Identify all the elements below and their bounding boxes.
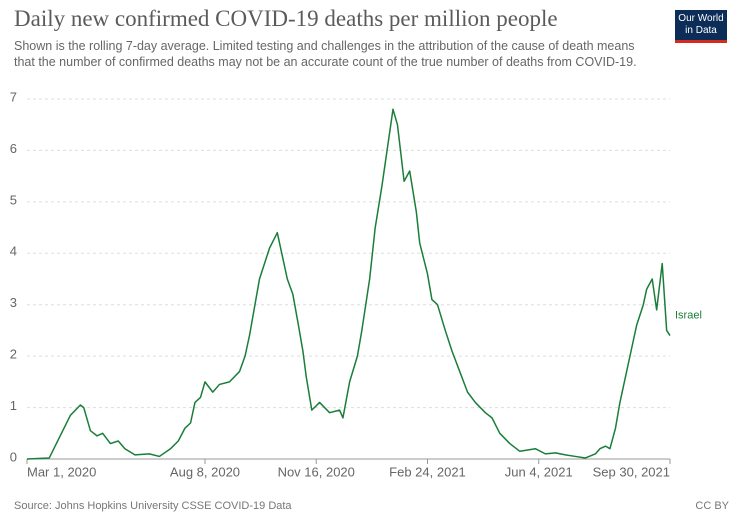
chart-title: Daily new confirmed COVID-19 deaths per … <box>14 6 558 31</box>
y-tick-label: 5 <box>10 192 17 207</box>
x-tick-label: Nov 16, 2020 <box>278 464 355 479</box>
source-note: Source: Johns Hopkins University CSSE CO… <box>14 500 292 512</box>
x-tick-label: Sep 30, 2021 <box>593 464 670 479</box>
y-tick-label: 0 <box>10 449 17 464</box>
y-tick-label: 1 <box>10 398 17 413</box>
x-tick-label: Feb 24, 2021 <box>389 464 466 479</box>
y-tick-label: 7 <box>10 89 17 104</box>
data-line <box>26 108 671 460</box>
y-tick-label: 3 <box>10 295 17 310</box>
y-tick-label: 2 <box>10 347 17 362</box>
logo[interactable]: Our World in Data <box>675 10 727 43</box>
license[interactable]: CC BY <box>695 500 729 512</box>
x-tick-label: Jun 4, 2021 <box>505 464 573 479</box>
x-tick-label: Mar 1, 2020 <box>27 464 96 479</box>
chart-subtitle: Shown is the rolling 7-day average. Limi… <box>14 39 637 69</box>
x-tick-label: Aug 8, 2020 <box>170 464 240 479</box>
y-tick-label: 4 <box>10 244 17 259</box>
y-tick-label: 6 <box>10 141 17 156</box>
series-label: Israel <box>675 309 702 321</box>
